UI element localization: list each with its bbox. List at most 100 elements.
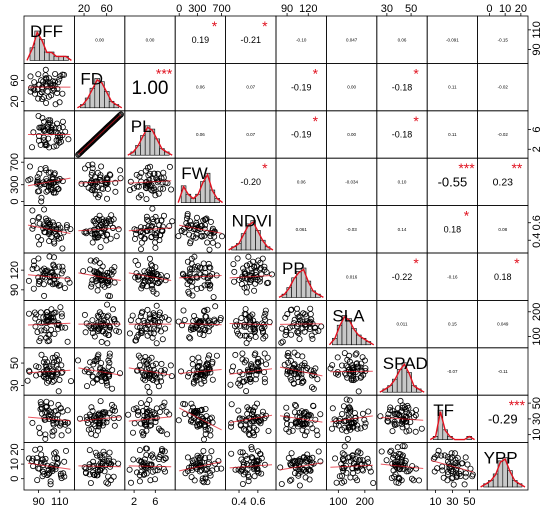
scatter-point xyxy=(241,321,248,328)
scatter-point xyxy=(89,373,96,380)
scatter-point xyxy=(290,320,297,327)
scatter-point xyxy=(36,338,43,345)
scatter-point xyxy=(95,328,102,335)
scatter-point xyxy=(194,422,201,429)
cell-dff-fw: 0.19* xyxy=(174,15,226,64)
scatter-point xyxy=(91,357,98,364)
scatter-point xyxy=(151,170,158,177)
scatter-point xyxy=(187,268,194,275)
correlation-value: -0.19 xyxy=(291,130,312,140)
scatter-point xyxy=(333,479,340,486)
scatter-point xyxy=(93,234,100,241)
scatter-point xyxy=(206,415,213,422)
scatter-point xyxy=(137,420,144,427)
scatter-point xyxy=(55,321,62,328)
scatter-point xyxy=(54,86,61,93)
scatter-point xyxy=(44,316,51,323)
scatter-point xyxy=(264,354,271,361)
scatter-point xyxy=(151,269,158,276)
scatter-point xyxy=(451,450,458,457)
scatter-point xyxy=(285,353,292,360)
cell-tf-ypp: -0.29*** xyxy=(477,394,529,444)
tick-label-left: 20 xyxy=(9,95,21,107)
scatter-point xyxy=(137,228,144,235)
tick-label-right: 0.6 xyxy=(531,215,543,230)
scatter-point xyxy=(359,354,366,361)
scatter-point xyxy=(301,432,308,439)
scatter-point xyxy=(406,427,413,434)
scatter-point xyxy=(359,410,366,417)
scatter-point xyxy=(199,372,206,379)
cell-ndvi-fw xyxy=(174,205,226,254)
scatter-point xyxy=(99,263,106,270)
tick-label-top: 90 xyxy=(281,3,293,15)
scatter-point xyxy=(47,409,54,416)
scatter-point xyxy=(56,76,63,83)
scatter-point xyxy=(55,221,62,228)
scatter-point xyxy=(438,452,445,459)
cell-spad-tf: -0.07 xyxy=(426,347,479,396)
scatter-point xyxy=(162,325,169,332)
scatter-point xyxy=(129,429,136,436)
scatter-point xyxy=(94,287,101,294)
scatter-point xyxy=(97,364,104,371)
scatter-point xyxy=(184,467,191,474)
scatter-point xyxy=(398,408,405,415)
scatter-point xyxy=(203,313,210,320)
scatter-point xyxy=(346,405,353,412)
scatter-point xyxy=(306,411,313,418)
scatter-point xyxy=(135,276,142,283)
scatter-point xyxy=(90,471,97,478)
scatter-point xyxy=(105,282,112,289)
scatter-point xyxy=(201,466,208,473)
cell-ypp-tf xyxy=(426,442,479,491)
correlation-value: 0.06 xyxy=(297,179,306,184)
scatter-point xyxy=(132,337,139,344)
scatter-point xyxy=(243,377,250,384)
scatter-point xyxy=(149,362,156,369)
tick-label-top: 50 xyxy=(405,3,417,15)
scatter-point xyxy=(112,188,119,195)
scatter-point xyxy=(59,368,66,375)
scatter-point xyxy=(281,361,288,368)
cell-dff-fd: 0.00 xyxy=(74,15,126,64)
scatter-point xyxy=(61,285,68,292)
scatter-point xyxy=(25,177,32,184)
scatter-point xyxy=(53,142,60,149)
scatter-point xyxy=(204,306,211,313)
correlation-value: 0.06 xyxy=(196,132,205,137)
scatter-point xyxy=(83,413,90,420)
cell-ypp-spad xyxy=(376,442,428,491)
cell-tf-sla xyxy=(325,394,378,444)
scatter-point xyxy=(29,225,36,232)
scatter-point xyxy=(261,375,268,382)
scatter-point xyxy=(147,422,154,429)
scatter-point xyxy=(33,363,40,370)
scatter-point xyxy=(315,448,322,455)
scatter-point xyxy=(89,230,96,237)
scatter-point xyxy=(391,422,398,429)
scatter-point xyxy=(68,378,75,385)
scatter-point xyxy=(142,182,149,189)
scatter-point xyxy=(89,239,96,246)
scatter-point xyxy=(103,322,110,329)
scatter-point xyxy=(259,327,266,334)
scatter-point xyxy=(184,258,191,265)
scatter-point xyxy=(96,260,103,267)
scatter-point xyxy=(158,227,165,234)
scatter-point xyxy=(198,233,205,240)
cell-dff-ypp: -0.15 xyxy=(477,15,529,64)
cell-fw-tf: -0.55*** xyxy=(426,157,479,206)
scatter-point xyxy=(43,324,50,331)
scatter-point xyxy=(453,460,460,467)
scatter-point xyxy=(141,268,148,275)
scatter-point xyxy=(27,73,34,80)
scatter-point xyxy=(131,420,138,427)
scatter-point xyxy=(241,284,248,291)
scatter-point xyxy=(190,367,197,374)
scatter-point xyxy=(359,457,366,464)
scatter-point xyxy=(130,456,137,463)
variable-label-ndvi: NDVI xyxy=(232,212,273,231)
scatter-point xyxy=(251,264,258,271)
scatter-point xyxy=(312,324,319,331)
